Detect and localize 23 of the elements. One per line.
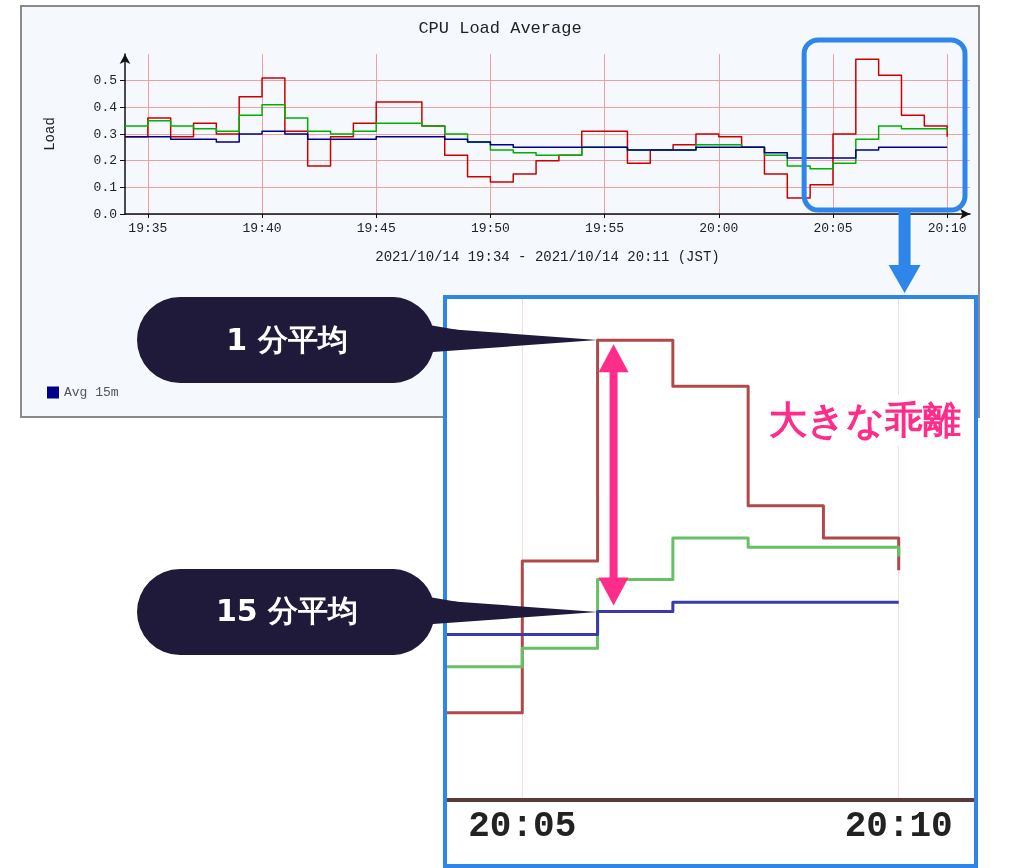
chart-title: CPU Load Average bbox=[418, 19, 582, 38]
x-tick-label: 19:55 bbox=[585, 221, 625, 236]
x-tick-label: 20:05 bbox=[468, 805, 577, 847]
y-axis-title: Load bbox=[42, 117, 58, 151]
annotation: 大きな乖離 bbox=[765, 395, 965, 446]
x-tick-label: 19:50 bbox=[470, 221, 510, 236]
text: 15 分平均 bbox=[137, 568, 437, 655]
x-tick-label: 20:05 bbox=[813, 221, 853, 236]
y-tick-label: 0.2 bbox=[93, 153, 117, 169]
y-tick-label: 0.5 bbox=[93, 73, 117, 89]
x-tick-label: 20:10 bbox=[844, 805, 953, 847]
text: 1 分平均 bbox=[137, 297, 437, 384]
x-tick-label: 19:45 bbox=[356, 221, 396, 236]
x-tick-label: 19:40 bbox=[242, 221, 282, 236]
y-tick-label: 0.3 bbox=[93, 126, 117, 142]
y-tick-label: 0.0 bbox=[93, 206, 117, 222]
y-tick-label: 0.4 bbox=[93, 99, 118, 115]
y-tick-label: 0.1 bbox=[93, 179, 118, 195]
x-tick-label: 20:00 bbox=[699, 221, 739, 236]
legend-label: Avg 15m bbox=[64, 385, 119, 400]
x-tick-label: 19:35 bbox=[128, 221, 168, 236]
x-axis-title: 2021/10/14 19:34 - 2021/10/14 20:11 (JST) bbox=[375, 249, 720, 265]
x-tick-label: 20:10 bbox=[927, 221, 967, 236]
